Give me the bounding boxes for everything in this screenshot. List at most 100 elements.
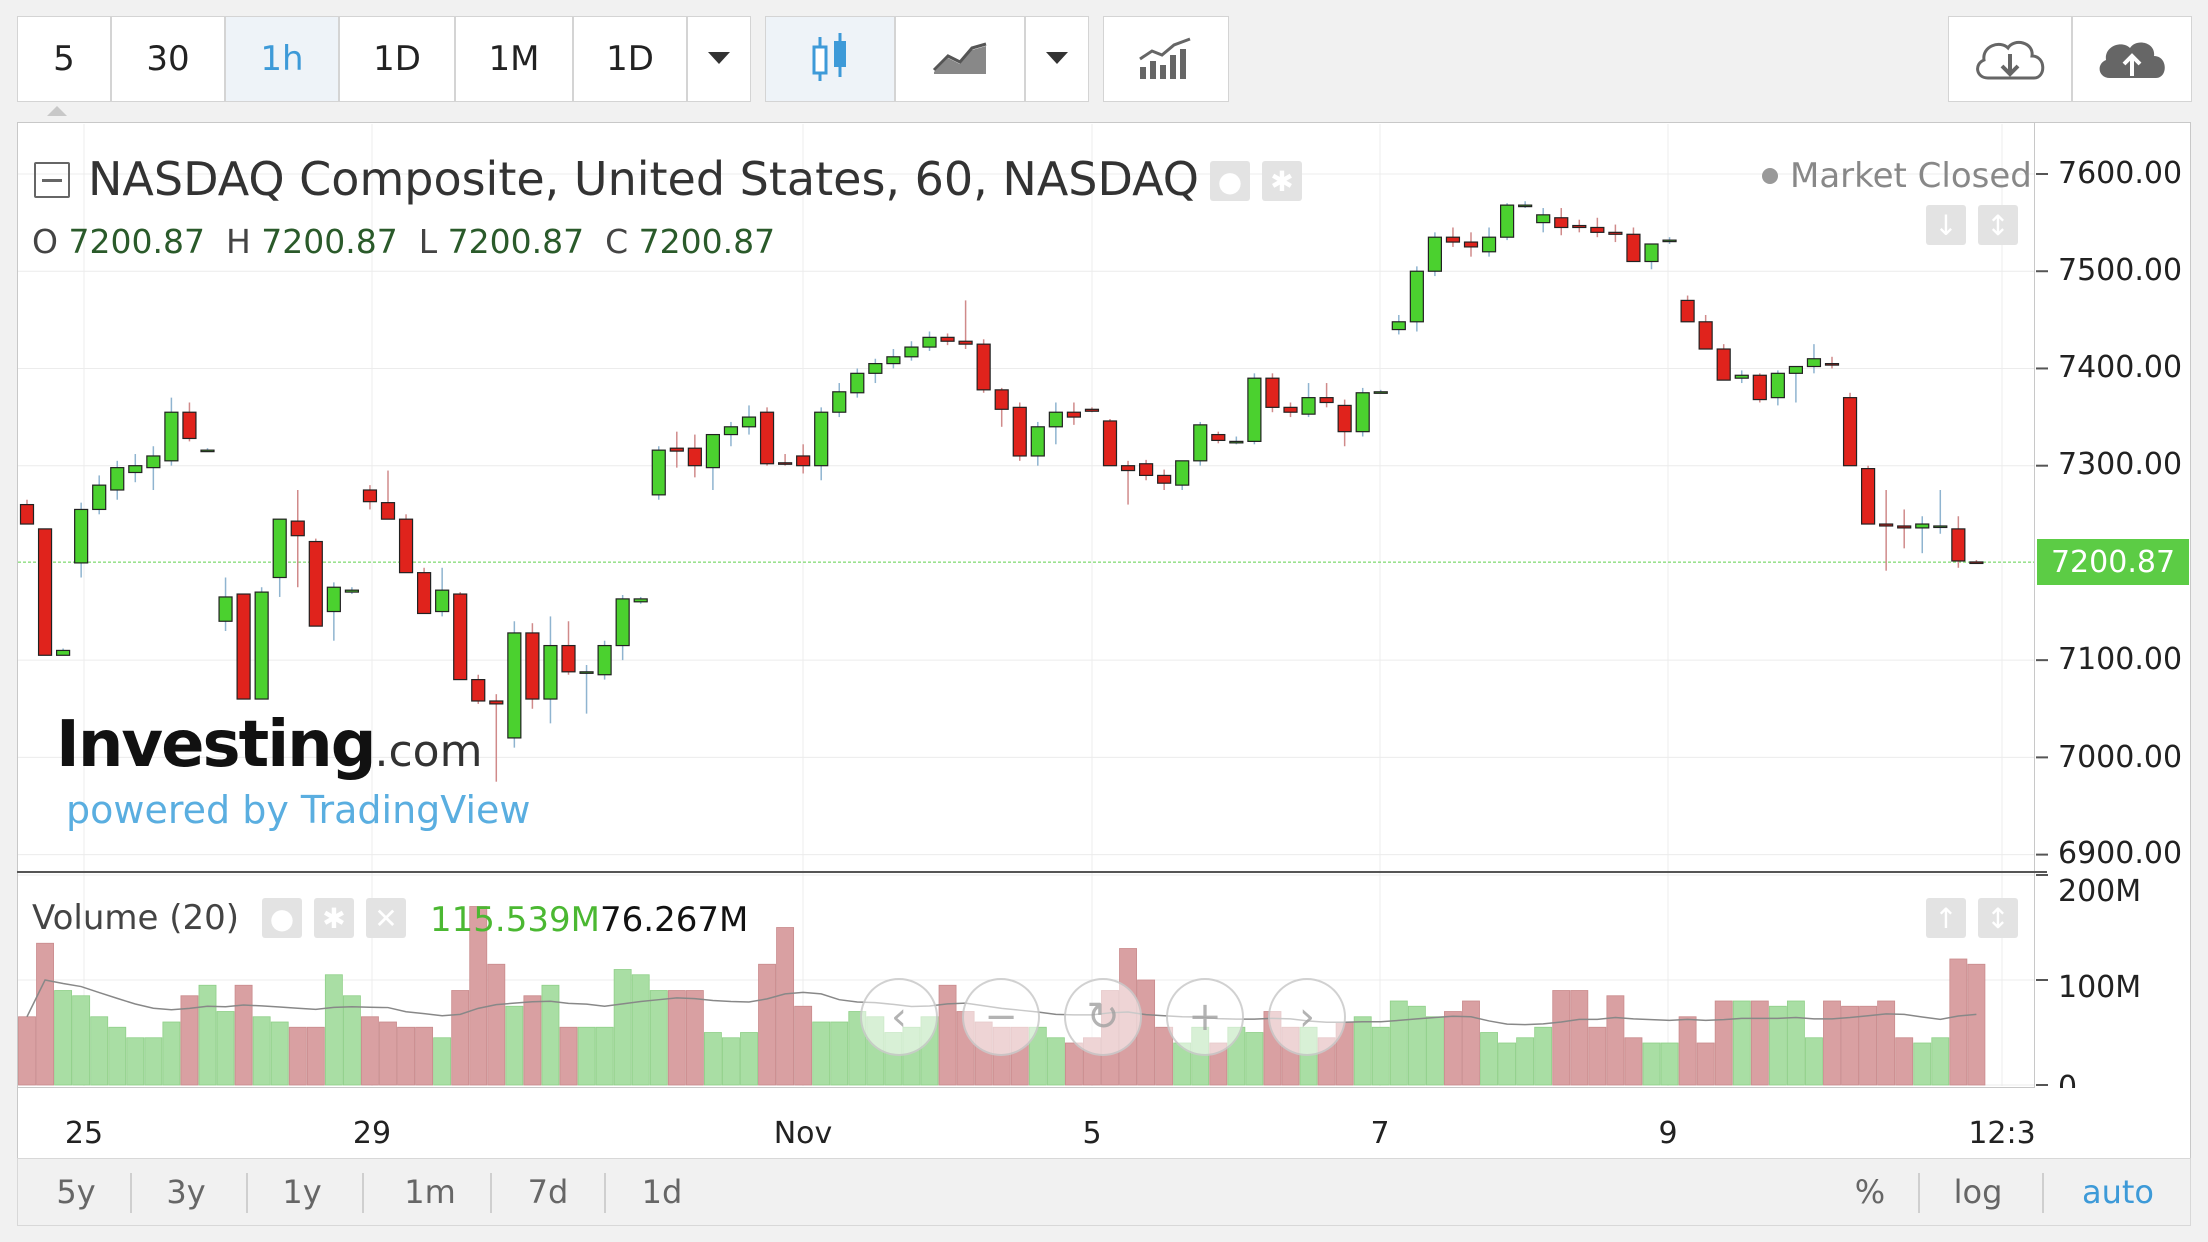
volume-bar — [288, 1026, 307, 1086]
volume-bar — [1913, 1042, 1932, 1086]
volume-bar — [631, 974, 650, 1086]
settings-gear-icon[interactable]: ✱ — [1262, 161, 1302, 201]
candle-body — [218, 596, 233, 622]
candle-body — [1626, 233, 1641, 263]
indicators-button[interactable] — [1103, 16, 1229, 102]
cloud-download-icon — [1976, 40, 2045, 80]
candle-body — [1716, 348, 1731, 381]
arrow-up-icon[interactable]: ↑ — [1926, 898, 1966, 938]
candle-body — [1969, 561, 1984, 565]
volume-bar — [1624, 1037, 1643, 1086]
volume-bar — [1768, 1005, 1787, 1086]
arrows-updown-icon[interactable]: ↕ — [1978, 205, 2018, 245]
zoom-out-button[interactable]: − — [962, 978, 1040, 1056]
candle-body — [777, 462, 793, 465]
range-3y-button[interactable]: 3y — [166, 1173, 206, 1211]
volume-bar — [324, 974, 343, 1086]
style-dropdown-button[interactable] — [1025, 16, 1089, 102]
candle-body — [1138, 463, 1154, 477]
zoom-in-button[interactable]: + — [1166, 978, 1244, 1056]
range-1d-button[interactable]: 1d — [641, 1173, 683, 1211]
range-1m-button[interactable]: 1m — [404, 1173, 456, 1211]
candle-body — [1824, 362, 1840, 366]
candle-body — [886, 356, 901, 365]
volume-bar — [72, 995, 91, 1086]
line-style-button[interactable] — [895, 16, 1025, 102]
time-scale[interactable] — [17, 1088, 2191, 1158]
candle-body — [1301, 397, 1316, 415]
candle-body — [1879, 523, 1894, 527]
upload-button[interactable] — [2072, 16, 2192, 102]
candle-body — [850, 372, 865, 394]
interval-1D-second-button[interactable]: 1D — [573, 16, 687, 102]
price-scale[interactable] — [2035, 122, 2191, 1088]
eye-icon[interactable]: ● — [1210, 161, 1250, 201]
download-button[interactable] — [1948, 16, 2072, 102]
candle-body — [687, 447, 702, 467]
pane-divider[interactable] — [17, 871, 2035, 873]
volume-value: 76.267M — [600, 900, 749, 940]
candle-body — [1536, 214, 1551, 224]
volume-bar — [613, 969, 632, 1086]
volume-bar — [1678, 1016, 1697, 1086]
candle-body — [669, 447, 684, 452]
volume-bar — [1696, 1042, 1715, 1086]
volume-bar — [54, 990, 73, 1086]
candle-body — [110, 467, 125, 491]
candle-body — [290, 520, 305, 537]
volume-close-icon[interactable]: ✕ — [366, 898, 406, 938]
chart-style-button[interactable] — [765, 16, 895, 102]
volume-bar — [812, 1021, 831, 1086]
caret-down-icon — [1046, 52, 1068, 64]
volume-bar — [361, 1016, 379, 1086]
candle-body — [1644, 243, 1659, 263]
candle-body — [1211, 433, 1226, 442]
candle-body — [868, 362, 883, 374]
candle-body — [164, 411, 179, 462]
candle-body — [1572, 224, 1587, 229]
volume-bar — [1064, 1042, 1083, 1086]
volume-bar — [270, 1021, 289, 1086]
volume-bar — [1552, 990, 1571, 1086]
interval-dropdown-button[interactable] — [687, 16, 751, 102]
reset-button[interactable]: ↻ — [1064, 978, 1142, 1056]
candle-body — [1337, 404, 1352, 433]
volume-arrows-updown-icon[interactable]: ↕ — [1978, 898, 2018, 938]
volume-bar — [667, 990, 686, 1086]
range-5y-button[interactable]: 5y — [56, 1173, 96, 1211]
price-tick: 7000.00 — [2058, 740, 2183, 775]
interval-1h-button[interactable]: 1h — [225, 16, 339, 102]
volume-bar — [559, 1026, 578, 1086]
interval-1D-button[interactable]: 1D — [339, 16, 455, 102]
volume-bar — [938, 984, 957, 1086]
interval-5-button[interactable]: 5 — [17, 16, 111, 102]
volume-eye-icon[interactable]: ● — [262, 898, 302, 938]
volume-bar — [1841, 1005, 1859, 1086]
auto-scale-button[interactable]: auto — [2081, 1173, 2154, 1211]
range-1y-button[interactable]: 1y — [282, 1173, 322, 1211]
arrow-down-icon[interactable]: ↓ — [1926, 205, 1966, 245]
symbol-title: NASDAQ Composite, United States, 60, NAS… — [88, 152, 1199, 206]
interval-1M-button[interactable]: 1M — [455, 16, 573, 102]
volume-bar — [1137, 979, 1156, 1086]
minus-icon: − — [984, 994, 1018, 1040]
log-scale-button[interactable]: log — [1953, 1173, 2003, 1211]
candle-body — [417, 572, 432, 615]
volume-bar — [397, 1026, 415, 1086]
candle-body — [1554, 217, 1569, 229]
volume-bar — [740, 1032, 758, 1086]
collapse-legend-button[interactable] — [34, 162, 70, 198]
interval-30-button[interactable]: 30 — [111, 16, 225, 102]
candle-body — [435, 589, 450, 613]
volume-bar — [1786, 1000, 1805, 1086]
candle-body — [1265, 377, 1280, 408]
scroll-right-button[interactable]: › — [1268, 978, 1346, 1056]
scroll-left-button[interactable]: ‹ — [860, 978, 938, 1056]
percent-scale-button[interactable]: % — [1854, 1173, 1886, 1211]
range-7d-button[interactable]: 7d — [527, 1173, 569, 1211]
candle-body — [1481, 236, 1497, 253]
candle-body — [759, 411, 775, 465]
volume-settings-icon[interactable]: ✱ — [314, 898, 354, 938]
candle-body — [525, 632, 540, 700]
date-tick: 5 — [1082, 1116, 1102, 1151]
